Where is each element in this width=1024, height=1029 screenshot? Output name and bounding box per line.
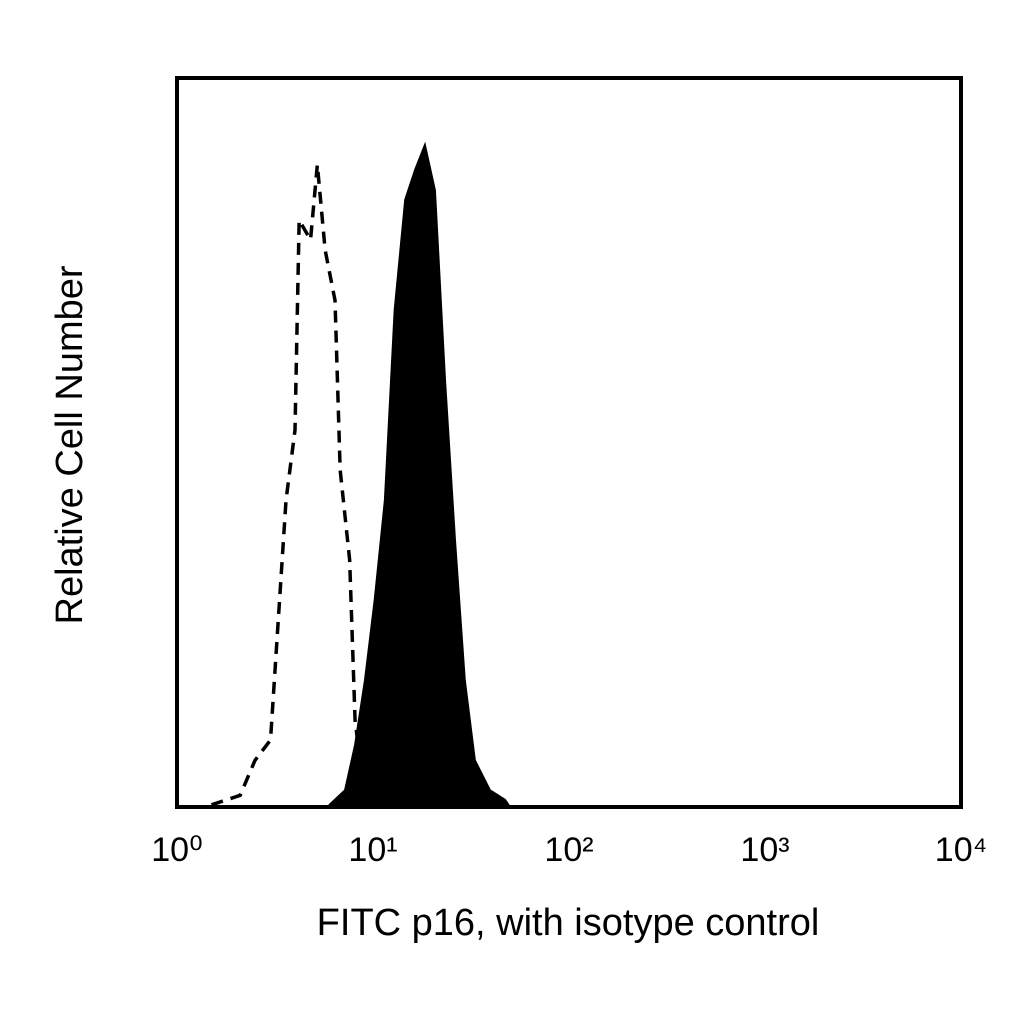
x-tick-label: 10¹ [348, 831, 397, 869]
plot-frame [175, 76, 963, 809]
x-tick-label: 10³ [740, 831, 789, 869]
histogram-line [210, 164, 381, 807]
y-axis-label: Relative Cell Number [49, 265, 91, 624]
x-axis-label: FITC p16, with isotype control [317, 902, 820, 944]
x-tick-label: 10² [544, 831, 593, 869]
x-tick-label: 10⁴ [935, 831, 987, 869]
x-tick-label: 10⁰ [151, 831, 202, 869]
